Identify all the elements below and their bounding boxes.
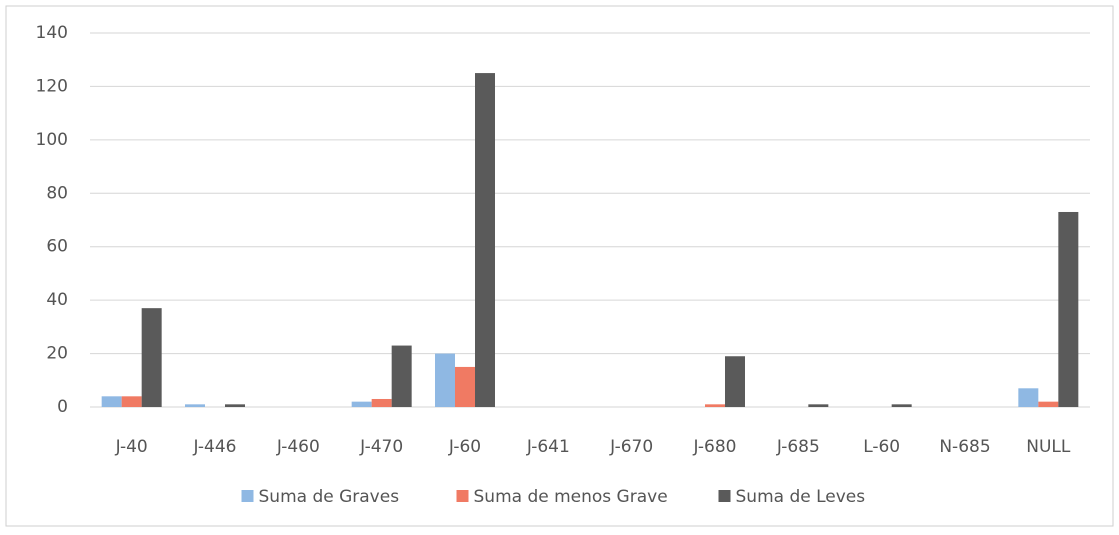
legend-label: Suma de Leves bbox=[736, 487, 866, 507]
bar bbox=[891, 404, 912, 407]
bar bbox=[185, 404, 205, 407]
y-tick-label: 60 bbox=[46, 237, 68, 257]
y-tick-label: 40 bbox=[46, 290, 68, 310]
legend-label: Suma de menos Grave bbox=[474, 487, 668, 507]
x-tick-label: J-470 bbox=[359, 437, 403, 457]
bar bbox=[1058, 211, 1079, 407]
legend-swatch bbox=[718, 490, 731, 502]
y-tick-label: 120 bbox=[36, 76, 68, 96]
bar bbox=[141, 308, 162, 407]
y-tick-label: 80 bbox=[46, 183, 68, 203]
y-tick-label: 140 bbox=[36, 23, 68, 43]
y-tick-label: 100 bbox=[36, 130, 68, 150]
bar bbox=[705, 404, 725, 407]
bar bbox=[225, 404, 245, 407]
bar bbox=[1018, 388, 1039, 407]
x-tick-label: NULL bbox=[1026, 437, 1071, 457]
bar bbox=[1038, 401, 1059, 407]
bar bbox=[121, 396, 142, 407]
x-tick-label: L-60 bbox=[863, 437, 900, 457]
y-tick-label: 0 bbox=[57, 397, 68, 417]
bar bbox=[101, 396, 122, 407]
legend-swatch bbox=[456, 490, 469, 502]
bar bbox=[725, 356, 745, 407]
bar bbox=[391, 345, 412, 407]
legend-swatch bbox=[241, 490, 254, 502]
x-tick-label: J-685 bbox=[776, 437, 820, 457]
bar bbox=[475, 73, 495, 408]
x-tick-label: J-40 bbox=[115, 437, 148, 457]
x-tick-label: N-685 bbox=[939, 437, 990, 457]
x-tick-label: J-60 bbox=[448, 437, 481, 457]
bar bbox=[455, 366, 475, 407]
x-tick-label: J-460 bbox=[276, 437, 320, 457]
x-tick-label: J-641 bbox=[526, 437, 570, 457]
bar bbox=[808, 404, 829, 407]
bar bbox=[351, 401, 372, 407]
y-tick-label: 20 bbox=[46, 344, 68, 364]
chart-frame bbox=[5, 5, 1114, 527]
legend-label: Suma de Graves bbox=[259, 487, 400, 507]
x-tick-label: J-680 bbox=[693, 437, 737, 457]
bar bbox=[435, 353, 455, 407]
bar bbox=[371, 398, 392, 407]
x-tick-label: J-446 bbox=[193, 437, 237, 457]
x-tick-label: J-670 bbox=[609, 437, 653, 457]
